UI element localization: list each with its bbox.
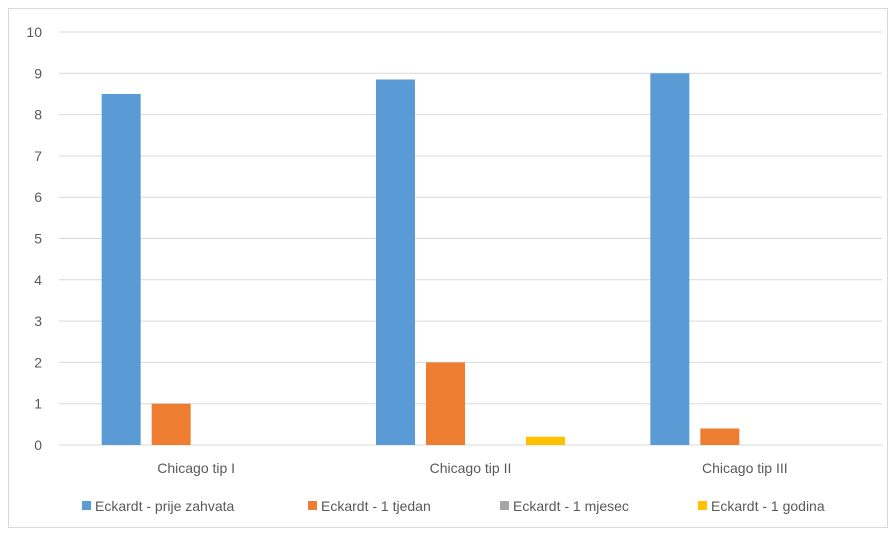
- bar-series-1-cat-0: [151, 403, 191, 445]
- bar-series-1-cat-2: [700, 428, 740, 445]
- legend-label: Eckardt - 1 godina: [711, 498, 825, 514]
- bar-series-3-cat-1: [526, 436, 565, 445]
- y-tick-label: 5: [34, 231, 42, 247]
- y-tick-label: 9: [34, 65, 42, 81]
- x-category-label: Chicago tip I: [157, 460, 235, 476]
- legend-swatch: [82, 501, 91, 510]
- bar-series-0-cat-1: [376, 79, 415, 446]
- y-tick-label: 8: [34, 107, 42, 123]
- y-tick-label: 3: [34, 313, 42, 329]
- legend-swatch: [308, 501, 317, 510]
- y-tick-label: 2: [34, 354, 42, 370]
- legend-swatch: [500, 501, 509, 510]
- y-tick-label: 7: [34, 148, 42, 164]
- y-tick-label: 10: [26, 24, 42, 40]
- bar-series-0-cat-2: [650, 73, 690, 446]
- legend-label: Eckardt - 1 tjedan: [321, 498, 431, 514]
- legend-swatch: [698, 501, 707, 510]
- bar-series-0-cat-0: [101, 93, 141, 445]
- x-category-label: Chicago tip II: [430, 460, 512, 476]
- y-tick-label: 1: [34, 396, 42, 412]
- y-tick-label: 6: [34, 189, 42, 205]
- y-tick-label: 0: [34, 437, 42, 453]
- legend-label: Eckardt - 1 mjesec: [513, 498, 629, 514]
- y-tick-label: 4: [34, 272, 42, 288]
- legend-label: Eckardt - prije zahvata: [95, 498, 234, 514]
- bar-series-1-cat-1: [426, 362, 465, 445]
- x-category-label: Chicago tip III: [702, 460, 788, 476]
